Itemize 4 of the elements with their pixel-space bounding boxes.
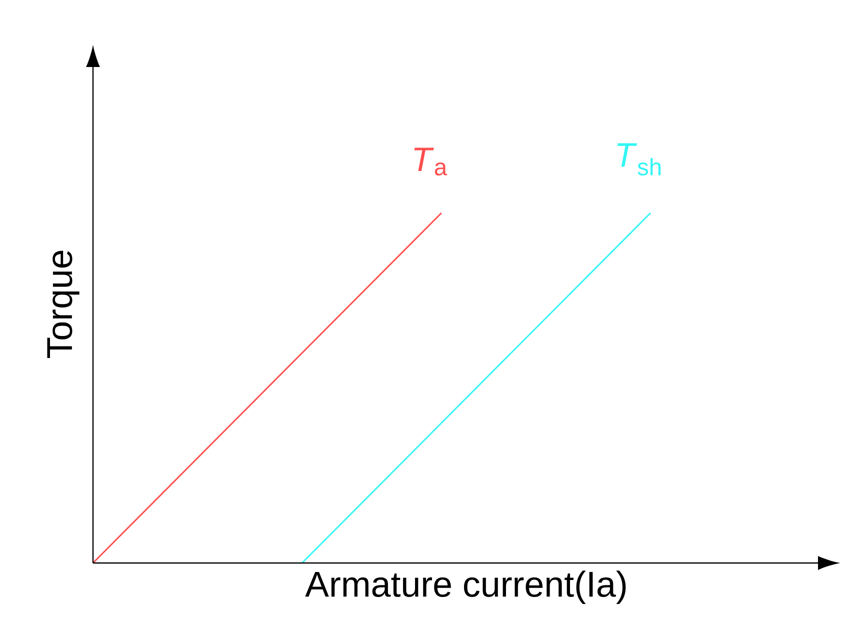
y-axis-title: Torque [47, 250, 80, 358]
series-label: T$_{a}$ [414, 148, 448, 176]
x-axis-title: Armature current(Ia) [305, 570, 626, 604]
series-label: T$_{sh}$ [617, 143, 661, 176]
